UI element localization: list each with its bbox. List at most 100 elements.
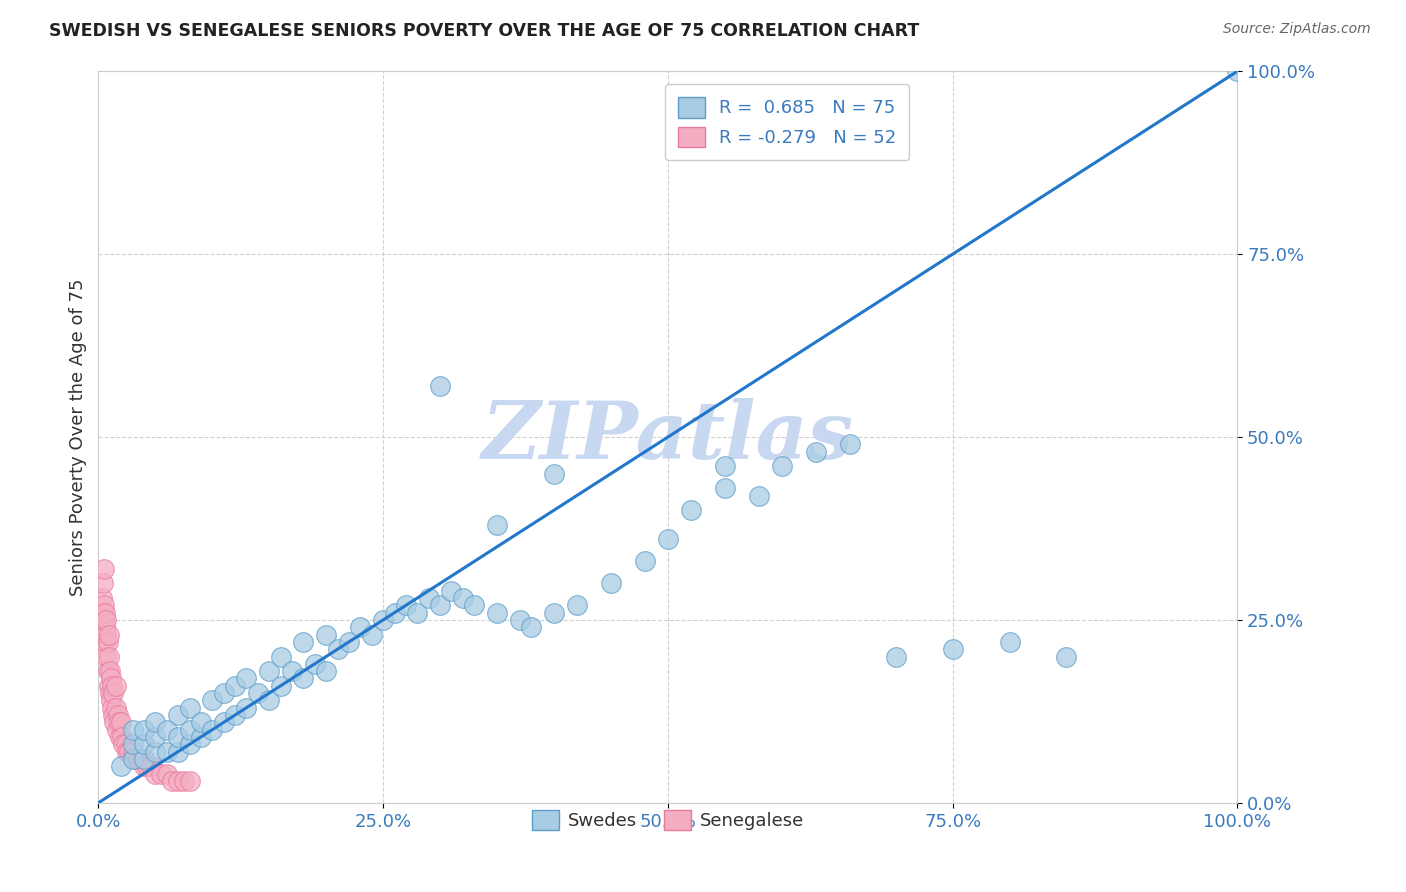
Point	[281, 664, 304, 678]
Text: ZIPatlas: ZIPatlas	[482, 399, 853, 475]
Point	[132, 737, 155, 751]
Point	[121, 745, 143, 759]
Legend: Swedes, Senegalese: Swedes, Senegalese	[524, 803, 811, 838]
Point	[145, 766, 167, 780]
Point	[131, 752, 153, 766]
Point	[124, 752, 146, 766]
Point	[94, 620, 117, 634]
Point	[543, 467, 565, 481]
Point	[91, 606, 114, 620]
Point	[190, 730, 212, 744]
Text: Source: ZipAtlas.com: Source: ZipAtlas.com	[1223, 22, 1371, 37]
Point	[132, 752, 155, 766]
Point	[463, 599, 485, 613]
Point	[486, 517, 509, 532]
Point	[179, 737, 201, 751]
Point	[600, 576, 623, 591]
Point	[884, 649, 907, 664]
Point	[270, 649, 292, 664]
Point	[337, 635, 360, 649]
Point	[292, 672, 315, 686]
Point	[93, 613, 115, 627]
Point	[1054, 649, 1078, 664]
Point	[103, 686, 125, 700]
Point	[839, 437, 862, 451]
Point	[315, 627, 337, 641]
Y-axis label: Seniors Poverty Over the Age of 75: Seniors Poverty Over the Age of 75	[69, 278, 87, 596]
Point	[360, 627, 382, 641]
Point	[942, 642, 965, 657]
Point	[520, 620, 543, 634]
Point	[101, 700, 124, 714]
Point	[139, 759, 162, 773]
Point	[96, 627, 118, 641]
Point	[145, 715, 167, 730]
Point	[201, 693, 224, 707]
Point	[179, 700, 201, 714]
Point	[212, 686, 235, 700]
Point	[804, 444, 827, 458]
Point	[97, 679, 120, 693]
Point	[167, 730, 190, 744]
Point	[156, 723, 179, 737]
Point	[90, 591, 112, 605]
Point	[304, 657, 326, 671]
Point	[714, 481, 737, 495]
Point	[173, 773, 195, 788]
Point	[406, 606, 429, 620]
Point	[108, 730, 131, 744]
Point	[167, 708, 190, 723]
Point	[114, 737, 136, 751]
Point	[167, 773, 190, 788]
Point	[96, 613, 118, 627]
Point	[315, 664, 337, 678]
Point	[112, 737, 135, 751]
Point	[509, 613, 531, 627]
Point	[1226, 64, 1249, 78]
Point	[167, 745, 190, 759]
Point	[395, 599, 418, 613]
Point	[101, 679, 124, 693]
Point	[104, 700, 127, 714]
Point	[748, 489, 770, 503]
Point	[770, 459, 793, 474]
Point	[118, 745, 141, 759]
Point	[150, 766, 173, 780]
Point	[103, 715, 125, 730]
Point	[97, 627, 120, 641]
Point	[127, 752, 149, 766]
Point	[97, 649, 120, 664]
Point	[111, 730, 134, 744]
Point	[451, 591, 474, 605]
Point	[679, 503, 702, 517]
Point	[93, 562, 115, 576]
Point	[246, 686, 269, 700]
Point	[132, 723, 155, 737]
Point	[259, 664, 281, 678]
Point	[179, 773, 201, 788]
Point	[156, 766, 179, 780]
Point	[107, 708, 129, 723]
Point	[136, 759, 159, 773]
Point	[121, 737, 143, 751]
Point	[94, 635, 117, 649]
Point	[179, 723, 201, 737]
Point	[201, 723, 224, 737]
Point	[132, 759, 155, 773]
Point	[212, 715, 235, 730]
Point	[100, 672, 122, 686]
Point	[104, 679, 127, 693]
Point	[224, 679, 246, 693]
Point	[270, 679, 292, 693]
Point	[190, 715, 212, 730]
Point	[162, 773, 184, 788]
Point	[371, 613, 394, 627]
Point	[96, 649, 118, 664]
Point	[565, 599, 588, 613]
Point	[96, 635, 118, 649]
Text: SWEDISH VS SENEGALESE SENIORS POVERTY OVER THE AGE OF 75 CORRELATION CHART: SWEDISH VS SENEGALESE SENIORS POVERTY OV…	[49, 22, 920, 40]
Point	[115, 745, 138, 759]
Point	[998, 635, 1021, 649]
Point	[429, 379, 451, 393]
Point	[326, 642, 349, 657]
